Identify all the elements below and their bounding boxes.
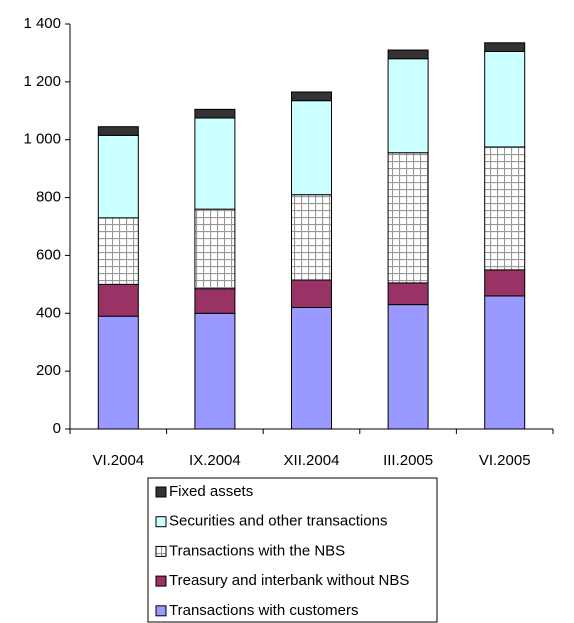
bar-segment (484, 42, 526, 52)
bar-segment (97, 283, 139, 317)
y-tick-label: 1 400 (23, 15, 61, 32)
bar-segment (291, 100, 332, 196)
bar-segment (194, 117, 236, 210)
legend-label: Treasury and interbank without NBS (169, 572, 409, 589)
legend-box (147, 477, 438, 623)
bar-segment (484, 50, 526, 148)
legend-label: Transactions with customers (169, 602, 359, 619)
x-tick-label: XII.2004 (284, 452, 340, 469)
bar-segment (97, 134, 139, 219)
y-tick-label: 1 000 (23, 131, 61, 148)
bar-segment (291, 194, 332, 281)
y-tick-label: 600 (36, 246, 61, 263)
legend-swatch (155, 545, 167, 557)
y-tick-label: 400 (36, 304, 61, 321)
bar-segment (194, 108, 236, 119)
y-tick-label: 0 (53, 420, 61, 437)
legend-label: Securities and other transactions (169, 513, 387, 530)
bar-segment (387, 49, 429, 60)
bar-segment (484, 269, 526, 297)
bar-segment (291, 279, 332, 308)
bar-segment (387, 152, 429, 284)
y-tick-label: 1 200 (23, 73, 61, 90)
bar-segment (387, 282, 429, 306)
bar-segment (97, 315, 139, 430)
x-tick-label: VI.2004 (92, 452, 144, 469)
bar-segment (291, 307, 332, 430)
y-tick-label: 200 (36, 362, 61, 379)
bar-segment (484, 295, 526, 430)
legend-swatch (155, 486, 167, 498)
bar-segment (291, 91, 332, 102)
legend-swatch (155, 516, 167, 528)
bar-segment (194, 288, 236, 314)
legend-label: Transactions with the NBS (169, 542, 345, 559)
bar-segment (387, 304, 429, 430)
y-tick-label: 800 (36, 189, 61, 206)
legend-swatch (155, 605, 167, 617)
bar-segment (194, 312, 236, 430)
x-tick-label: IX.2004 (189, 452, 241, 469)
legend-label: Fixed assets (169, 483, 253, 500)
x-tick-label: VI.2005 (479, 452, 531, 469)
bar-segment (97, 126, 139, 136)
bar-segment (194, 208, 236, 290)
bar-segment (97, 217, 139, 285)
x-tick-label: III.2005 (383, 452, 433, 469)
legend-swatch (155, 575, 167, 587)
bar-segment (387, 58, 429, 154)
bar-segment (484, 146, 526, 271)
